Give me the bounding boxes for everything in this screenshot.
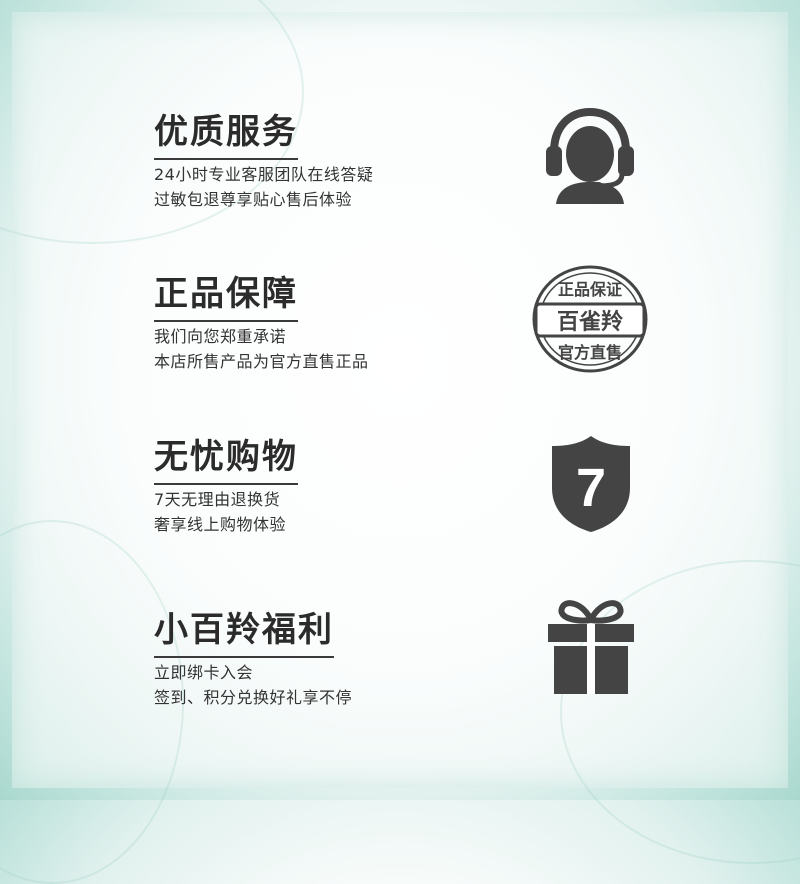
shield-7-icon: 7 bbox=[550, 434, 632, 534]
service-line-1: 24小时专业客服团队在线答疑 bbox=[154, 165, 374, 184]
seal-center-text: 百雀羚 bbox=[557, 309, 623, 335]
benefits-section: 小百羚福利 立即绑卡入会 签到、积分兑换好礼享不停 bbox=[154, 610, 614, 710]
service-line-2: 过敏包退尊享贴心售后体验 bbox=[154, 190, 353, 209]
customer-service-headset-icon bbox=[544, 108, 636, 204]
worry-free-section: 无忧购物 7天无理由退换货 奢享线上购物体验 bbox=[154, 437, 614, 537]
authentic-seal-icon: 百雀羚 正品保证 官方直售 bbox=[528, 262, 652, 376]
worry-free-title: 无忧购物 bbox=[154, 437, 298, 485]
authentic-line-2: 本店所售产品为官方直售正品 bbox=[154, 352, 369, 371]
benefits-line-1: 立即绑卡入会 bbox=[154, 663, 254, 682]
shield-number: 7 bbox=[576, 458, 606, 518]
worry-free-line-2: 奢享线上购物体验 bbox=[154, 515, 287, 534]
benefits-title: 小百羚福利 bbox=[154, 610, 334, 658]
worry-free-line-1: 7天无理由退换货 bbox=[154, 490, 281, 509]
gift-box-icon bbox=[548, 598, 634, 694]
service-title: 优质服务 bbox=[154, 112, 298, 160]
authentic-line-1: 我们向您郑重承诺 bbox=[154, 327, 287, 346]
authentic-title: 正品保障 bbox=[154, 274, 298, 322]
service-section: 优质服务 24小时专业客服团队在线答疑 过敏包退尊享贴心售后体验 bbox=[154, 112, 614, 212]
benefits-line-2: 签到、积分兑换好礼享不停 bbox=[154, 688, 353, 707]
seal-bottom-text: 官方直售 bbox=[558, 343, 622, 362]
authentic-section: 正品保障 我们向您郑重承诺 本店所售产品为官方直售正品 bbox=[154, 274, 614, 374]
seal-top-text: 正品保证 bbox=[558, 280, 622, 299]
